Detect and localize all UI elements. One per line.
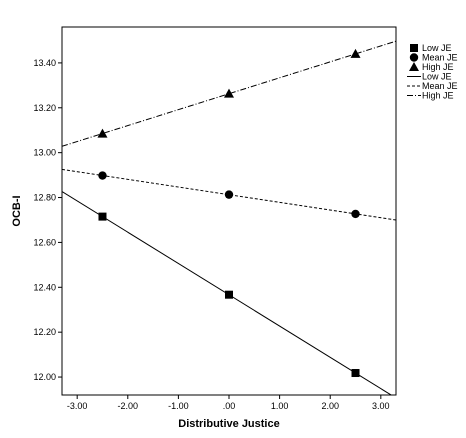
fit-line-mean-je: [62, 168, 396, 221]
data-point-mean-je: [224, 190, 234, 199]
legend-label: High JE: [422, 62, 454, 72]
legend-label: Mean JE: [422, 81, 458, 91]
x-tick-label: -3.00: [67, 401, 88, 411]
y-tick-label: 12.20: [33, 327, 56, 337]
data-point-high-je: [350, 48, 361, 58]
data-markers: [97, 48, 361, 378]
legend-label: Low JE: [422, 72, 452, 82]
legend-label: High JE: [422, 91, 454, 101]
y-axis: 12.00 12.20 12.40 12.60 12.80 13.00 13.20 13.40: [33, 58, 62, 382]
fit-line-high-je: [62, 40, 396, 147]
y-tick-label: 12.80: [33, 193, 56, 203]
y-tick-label: 13.40: [33, 58, 56, 68]
legend-label: Mean JE: [422, 53, 458, 63]
legend-marker-mean-je: [409, 53, 419, 62]
legend-marker-low-je: [410, 44, 418, 52]
y-tick-label: 13.20: [33, 103, 56, 113]
x-tick-label: -2.00: [118, 401, 139, 411]
x-axis-title: Distributive Justice: [178, 418, 279, 430]
plot-area: [61, 26, 397, 396]
data-point-high-je: [97, 128, 108, 138]
x-tick-label: .00: [223, 401, 236, 411]
y-tick-label: 12.00: [33, 372, 56, 382]
y-tick-label: 12.40: [33, 282, 56, 292]
x-tick-label: 2.00: [321, 401, 339, 411]
legend-label: Low JE: [422, 43, 452, 53]
x-tick-label: -1.00: [168, 401, 189, 411]
y-tick-label: 12.60: [33, 237, 56, 247]
legend-marker-high-je: [409, 62, 419, 71]
data-point-mean-je: [351, 209, 360, 219]
y-axis-title: OCB-I: [11, 195, 23, 226]
x-axis: -3.00 -2.00 -1.00 .00 1.00 2.00 3.00: [67, 395, 390, 411]
x-tick-label: 1.00: [271, 401, 289, 411]
data-point-low-je: [98, 212, 107, 221]
data-point-low-je: [225, 290, 233, 299]
x-tick-label: 3.00: [372, 401, 390, 411]
data-point-mean-je: [98, 171, 107, 180]
y-tick-label: 13.00: [33, 148, 56, 158]
data-point-low-je: [351, 369, 360, 378]
data-point-high-je: [224, 88, 234, 98]
